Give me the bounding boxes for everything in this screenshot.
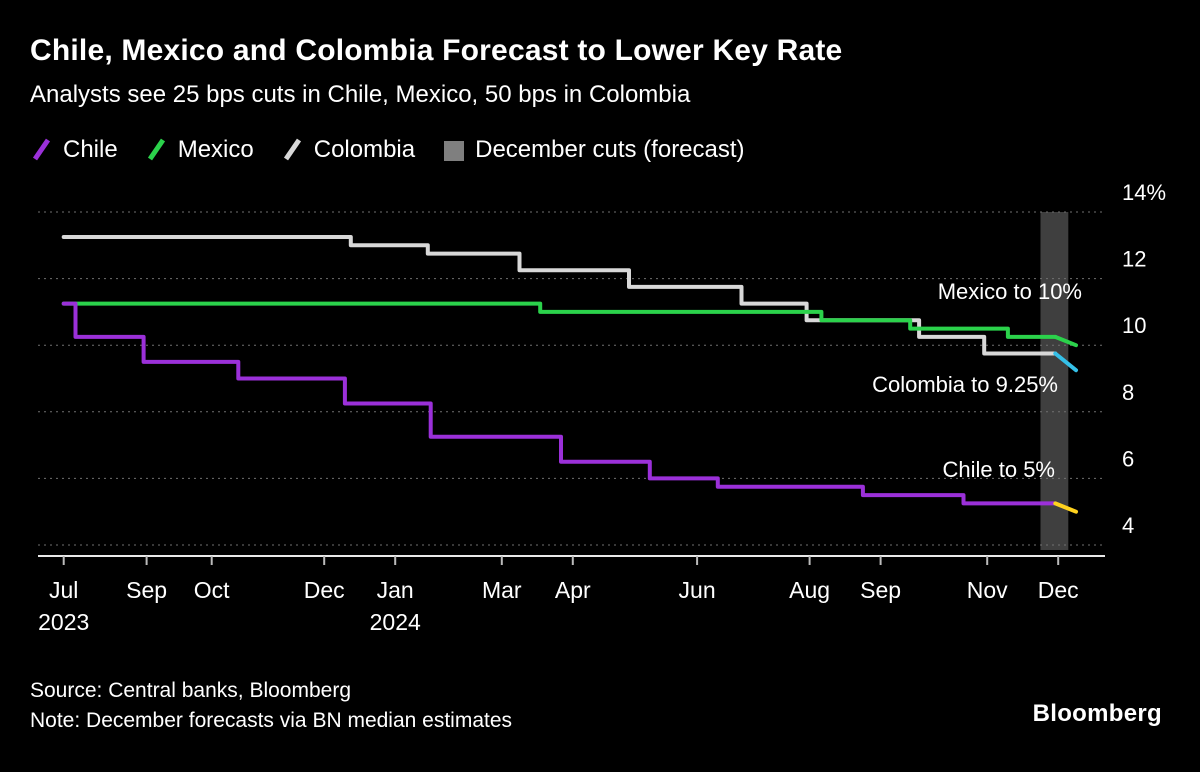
x-tick-label: Jun <box>679 577 716 603</box>
forecast-band <box>1040 212 1069 550</box>
x-tick-label: Jan <box>377 577 414 603</box>
x-tick-label: Sep <box>860 577 901 603</box>
annotation-mexico-target: Mexico to 10% <box>937 279 1082 304</box>
series-line-chile <box>61 301 1058 506</box>
x-tick-label: Dec <box>1038 577 1079 603</box>
series-line-mexico <box>61 301 1058 339</box>
x-tick-label: Sep <box>126 577 167 603</box>
legend-item-chile: Chile <box>30 136 118 164</box>
series-line-colombia <box>61 235 1058 356</box>
x-tick-label: Dec <box>304 577 345 603</box>
chile-swatch-line <box>32 138 51 161</box>
forecast-square-swatch-icon <box>444 141 465 161</box>
legend-label-december-cuts: December cuts (forecast) <box>475 136 745 163</box>
y-tick-label: 4 <box>1122 513 1134 538</box>
forecast-swatch-square <box>444 141 465 161</box>
forecast-segment-colombia <box>1053 351 1078 373</box>
note-line: Note: December forecasts via BN median e… <box>30 709 513 732</box>
x-tick-sublabel: 2024 <box>370 609 421 635</box>
y-tick-label: 8 <box>1122 380 1134 405</box>
forecast-segment-chile <box>1053 501 1078 514</box>
page-title: Chile, Mexico and Colombia Forecast to L… <box>30 34 843 67</box>
y-tick-label: 10 <box>1122 313 1146 338</box>
page-subtitle: Analysts see 25 bps cuts in Chile, Mexic… <box>30 81 691 108</box>
forecast-segment-mexico <box>1053 334 1078 348</box>
mexico-swatch-line <box>147 138 165 161</box>
legend-item-mexico: Mexico <box>145 136 254 164</box>
legend-label-mexico: Mexico <box>177 136 254 163</box>
x-tick-sublabel: 2023 <box>38 609 89 635</box>
y-tick-label: 6 <box>1122 446 1134 471</box>
legend-label-colombia: Colombia <box>313 136 416 163</box>
legend-label-chile: Chile <box>63 136 118 163</box>
bloomberg-logo: Bloomberg <box>1032 700 1162 727</box>
mexico-line-swatch-icon <box>147 138 165 161</box>
colombia-line-swatch-icon <box>283 138 301 161</box>
y-tick-label: 12 <box>1122 247 1146 272</box>
legend-item-colombia: Colombia <box>281 136 415 164</box>
colombia-swatch-line <box>283 138 301 161</box>
x-tick-label: Apr <box>555 577 591 603</box>
x-tick-label: Nov <box>967 577 1008 603</box>
footer: Source: Central banks, Bloomberg Note: D… <box>30 676 512 736</box>
chart-header: Chile, Mexico and Colombia Forecast to L… <box>30 34 842 109</box>
chile-line-swatch-icon <box>32 138 51 161</box>
x-tick-label: Jul <box>49 577 78 603</box>
annotation-chile-target: Chile to 5% <box>942 457 1055 482</box>
y-tick-label: 14% <box>1122 180 1166 205</box>
legend-item-december-cuts: December cuts (forecast) <box>442 136 745 164</box>
source-line: Source: Central banks, Bloomberg <box>30 679 351 702</box>
annotation-colombia-target: Colombia to 9.25% <box>872 372 1058 397</box>
x-tick-label: Mar <box>482 577 522 603</box>
x-tick-label: Oct <box>194 577 230 603</box>
x-tick-label: Aug <box>789 577 830 603</box>
legend: Chile Mexico Colombia December cuts (for… <box>30 136 745 164</box>
